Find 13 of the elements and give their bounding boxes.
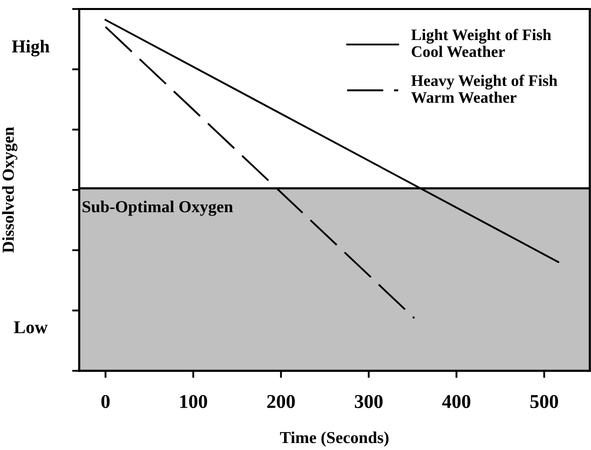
legend-label: Light Weight of Fish Cool Weather bbox=[411, 28, 552, 58]
x-tick-label: 0 bbox=[101, 394, 110, 408]
legend-label: Heavy Weight of Fish Warm Weather bbox=[411, 74, 558, 103]
x-tick-label: 200 bbox=[267, 394, 295, 408]
x-axis-title: Time (Seconds) bbox=[280, 431, 388, 447]
text: Low bbox=[14, 321, 48, 334]
x-tick-label: 400 bbox=[442, 394, 470, 408]
x-tick-label: 300 bbox=[354, 394, 383, 408]
text: High bbox=[12, 40, 50, 56]
band-label: Sub-Optimal Oxygen bbox=[82, 200, 233, 216]
y-axis-title: Dissolved Oxygen bbox=[2, 126, 18, 253]
x-tick-label: 100 bbox=[180, 394, 208, 408]
x-tick-label: 500 bbox=[530, 394, 558, 408]
